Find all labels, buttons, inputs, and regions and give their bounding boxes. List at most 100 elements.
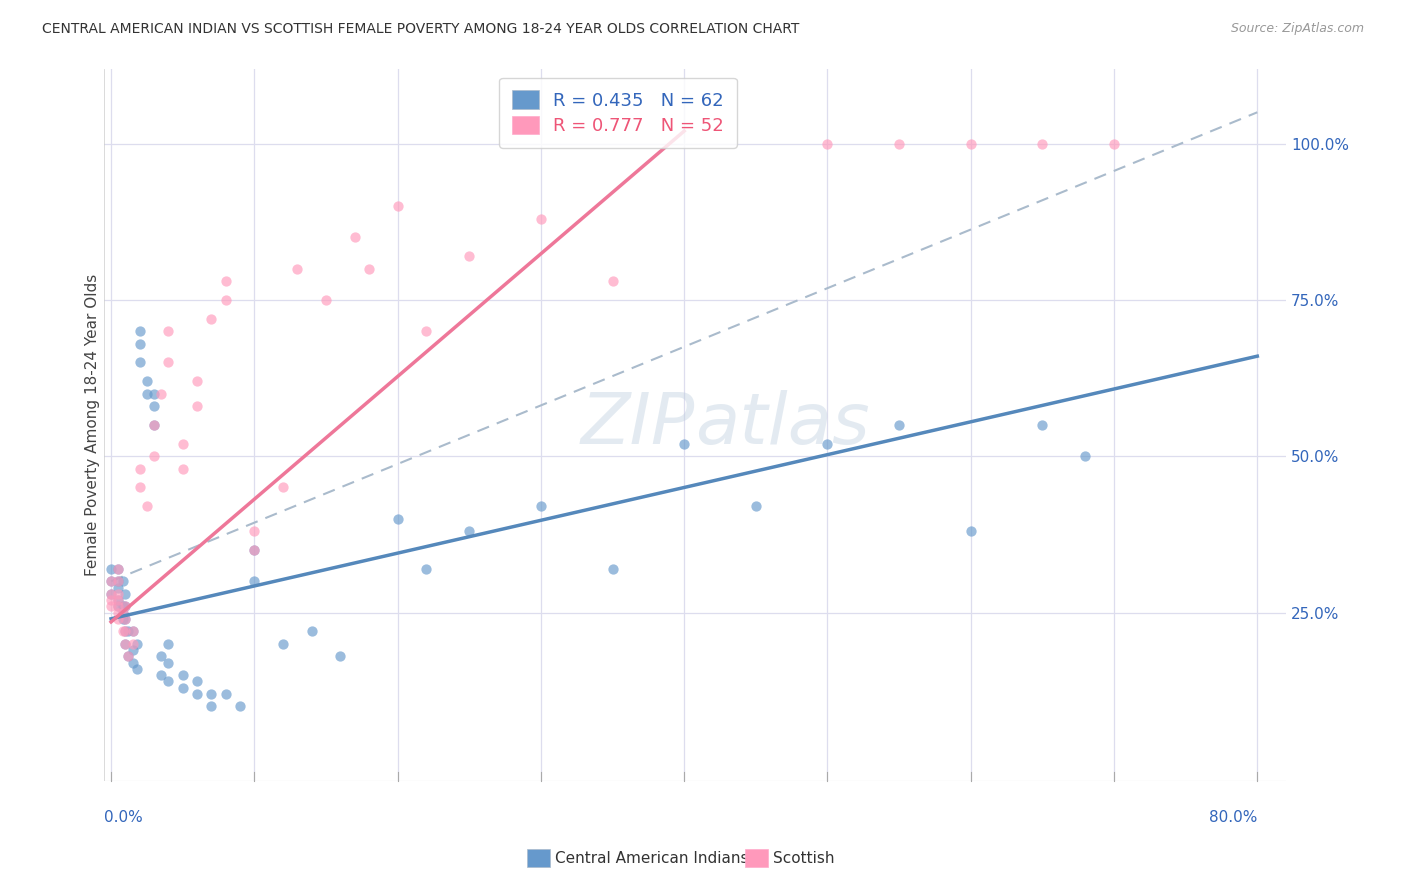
Point — [117, 624, 139, 639]
Point — [107, 574, 129, 589]
Point — [301, 624, 323, 639]
Point — [673, 436, 696, 450]
Point — [100, 587, 122, 601]
Point — [100, 562, 122, 576]
Point — [143, 399, 166, 413]
Point — [114, 612, 136, 626]
Point — [121, 656, 143, 670]
Point — [157, 637, 180, 651]
Point — [200, 311, 222, 326]
Point — [111, 624, 134, 639]
Point — [458, 524, 481, 539]
Point — [117, 649, 139, 664]
Point — [243, 543, 266, 558]
Point — [107, 593, 129, 607]
Point — [186, 399, 208, 413]
Point — [1102, 136, 1125, 151]
Point — [817, 436, 839, 450]
Point — [100, 593, 122, 607]
Legend: R = 0.435   N = 62, R = 0.777   N = 52: R = 0.435 N = 62, R = 0.777 N = 52 — [499, 78, 737, 148]
Point — [887, 417, 910, 432]
Point — [114, 637, 136, 651]
Text: Scottish: Scottish — [773, 851, 835, 865]
Point — [143, 417, 166, 432]
Point — [745, 500, 768, 514]
Text: atlas: atlas — [695, 391, 869, 459]
Point — [114, 612, 136, 626]
Point — [150, 386, 173, 401]
Point — [100, 574, 122, 589]
Point — [135, 374, 157, 388]
Point — [817, 136, 839, 151]
Point — [143, 417, 166, 432]
Point — [121, 643, 143, 657]
Point — [135, 500, 157, 514]
Point — [157, 355, 180, 369]
Point — [107, 562, 129, 576]
Point — [111, 574, 134, 589]
Point — [128, 324, 150, 338]
Point — [125, 637, 148, 651]
Text: Central American Indians: Central American Indians — [555, 851, 749, 865]
Point — [343, 230, 366, 244]
Point — [387, 512, 409, 526]
Point — [1031, 417, 1053, 432]
Point — [887, 136, 910, 151]
Point — [128, 480, 150, 494]
Point — [117, 649, 139, 664]
Point — [200, 699, 222, 714]
Point — [128, 461, 150, 475]
Point — [215, 274, 238, 288]
Point — [150, 668, 173, 682]
Point — [387, 199, 409, 213]
Point — [243, 543, 266, 558]
Point — [157, 324, 180, 338]
Text: Source: ZipAtlas.com: Source: ZipAtlas.com — [1230, 22, 1364, 36]
Text: 80.0%: 80.0% — [1209, 810, 1257, 824]
Point — [271, 637, 294, 651]
Point — [215, 293, 238, 307]
Point — [107, 599, 129, 614]
Point — [357, 261, 380, 276]
Point — [602, 562, 624, 576]
Point — [150, 649, 173, 664]
Point — [285, 261, 308, 276]
Point — [100, 587, 122, 601]
Text: ZIP: ZIP — [581, 391, 695, 459]
Point — [959, 524, 981, 539]
Point — [114, 599, 136, 614]
Point — [111, 606, 134, 620]
Point — [121, 637, 143, 651]
Point — [172, 681, 194, 695]
Y-axis label: Female Poverty Among 18-24 Year Olds: Female Poverty Among 18-24 Year Olds — [86, 274, 100, 576]
Point — [125, 662, 148, 676]
Point — [135, 386, 157, 401]
Point — [107, 574, 129, 589]
Point — [111, 606, 134, 620]
Point — [111, 599, 134, 614]
Point — [530, 211, 553, 226]
Point — [602, 274, 624, 288]
Point — [415, 324, 437, 338]
Point — [415, 562, 437, 576]
Point — [107, 581, 129, 595]
Point — [243, 574, 266, 589]
Point — [243, 524, 266, 539]
Point — [329, 649, 352, 664]
Point — [121, 624, 143, 639]
Point — [100, 599, 122, 614]
Point — [107, 562, 129, 576]
Point — [215, 687, 238, 701]
Point — [114, 587, 136, 601]
Point — [107, 612, 129, 626]
Point — [186, 374, 208, 388]
Text: CENTRAL AMERICAN INDIAN VS SCOTTISH FEMALE POVERTY AMONG 18-24 YEAR OLDS CORRELA: CENTRAL AMERICAN INDIAN VS SCOTTISH FEMA… — [42, 22, 800, 37]
Point — [458, 249, 481, 263]
Point — [172, 668, 194, 682]
Point — [100, 574, 122, 589]
Point — [107, 587, 129, 601]
Point — [157, 656, 180, 670]
Point — [107, 599, 129, 614]
Point — [143, 449, 166, 463]
Point — [107, 593, 129, 607]
